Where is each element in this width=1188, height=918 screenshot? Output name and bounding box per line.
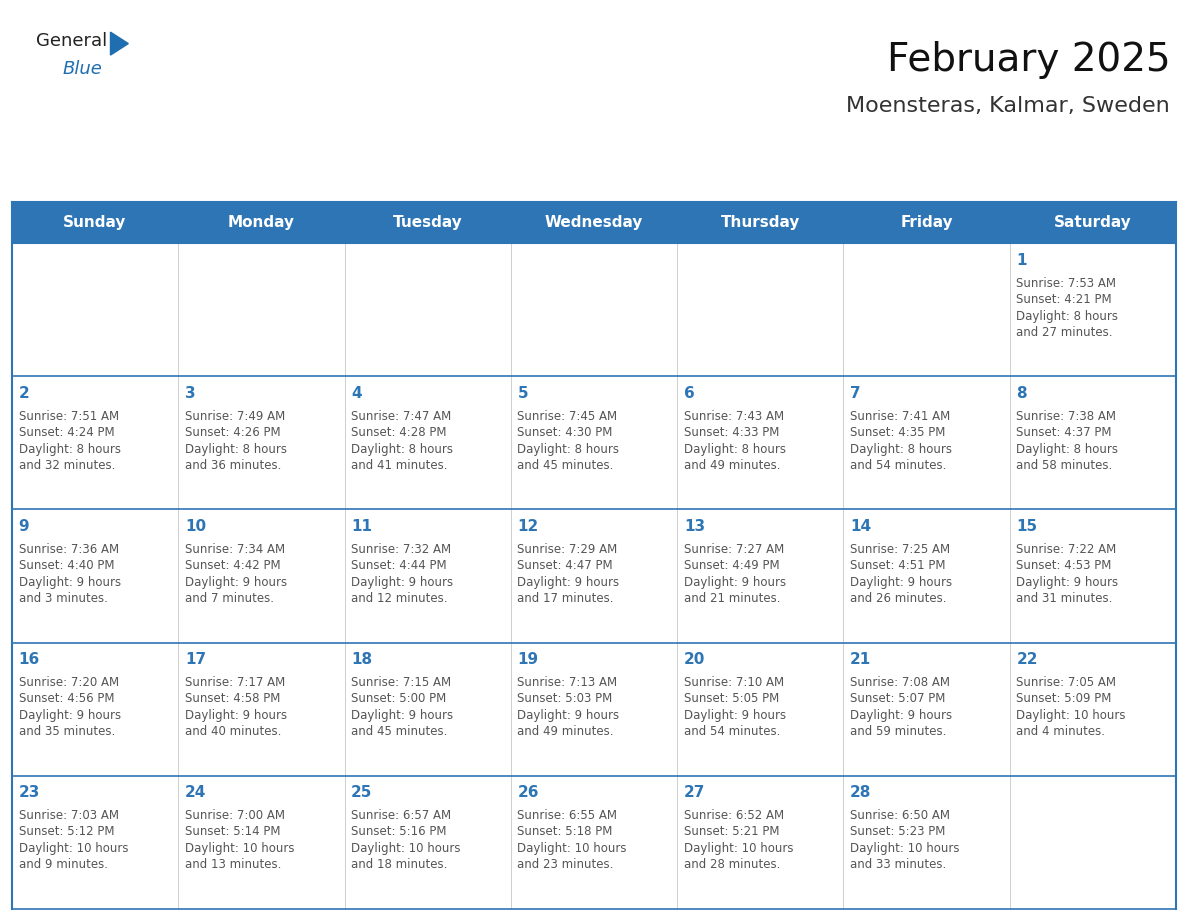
Text: 6: 6 — [684, 386, 695, 400]
Text: Sunrise: 7:49 AM
Sunset: 4:26 PM
Daylight: 8 hours
and 36 minutes.: Sunrise: 7:49 AM Sunset: 4:26 PM Dayligh… — [185, 409, 286, 472]
Text: Sunrise: 7:53 AM
Sunset: 4:21 PM
Daylight: 8 hours
and 27 minutes.: Sunrise: 7:53 AM Sunset: 4:21 PM Dayligh… — [1017, 276, 1118, 339]
Text: 14: 14 — [851, 519, 871, 533]
Text: Friday: Friday — [901, 215, 953, 230]
Text: Sunrise: 7:25 AM
Sunset: 4:51 PM
Daylight: 9 hours
and 26 minutes.: Sunrise: 7:25 AM Sunset: 4:51 PM Dayligh… — [851, 543, 953, 605]
Text: Saturday: Saturday — [1054, 215, 1132, 230]
Text: Sunrise: 7:29 AM
Sunset: 4:47 PM
Daylight: 9 hours
and 17 minutes.: Sunrise: 7:29 AM Sunset: 4:47 PM Dayligh… — [518, 543, 620, 605]
Bar — [12, 202, 1176, 243]
Text: 17: 17 — [185, 652, 206, 666]
Text: 23: 23 — [19, 785, 40, 800]
Text: Sunrise: 6:52 AM
Sunset: 5:21 PM
Daylight: 10 hours
and 28 minutes.: Sunrise: 6:52 AM Sunset: 5:21 PM Dayligh… — [684, 809, 794, 871]
Text: 28: 28 — [851, 785, 872, 800]
Text: Sunrise: 7:45 AM
Sunset: 4:30 PM
Daylight: 8 hours
and 45 minutes.: Sunrise: 7:45 AM Sunset: 4:30 PM Dayligh… — [518, 409, 619, 472]
Text: Monday: Monday — [228, 215, 295, 230]
Text: Wednesday: Wednesday — [545, 215, 643, 230]
Text: Sunday: Sunday — [63, 215, 127, 230]
Text: Moensteras, Kalmar, Sweden: Moensteras, Kalmar, Sweden — [846, 96, 1170, 117]
Text: 4: 4 — [352, 386, 362, 400]
Text: Sunrise: 7:41 AM
Sunset: 4:35 PM
Daylight: 8 hours
and 54 minutes.: Sunrise: 7:41 AM Sunset: 4:35 PM Dayligh… — [851, 409, 952, 472]
Text: Sunrise: 7:51 AM
Sunset: 4:24 PM
Daylight: 8 hours
and 32 minutes.: Sunrise: 7:51 AM Sunset: 4:24 PM Dayligh… — [19, 409, 120, 472]
Text: 20: 20 — [684, 652, 706, 666]
Text: February 2025: February 2025 — [886, 41, 1170, 79]
Text: Sunrise: 6:50 AM
Sunset: 5:23 PM
Daylight: 10 hours
and 33 minutes.: Sunrise: 6:50 AM Sunset: 5:23 PM Dayligh… — [851, 809, 960, 871]
Text: 24: 24 — [185, 785, 207, 800]
Text: Sunrise: 7:36 AM
Sunset: 4:40 PM
Daylight: 9 hours
and 3 minutes.: Sunrise: 7:36 AM Sunset: 4:40 PM Dayligh… — [19, 543, 121, 605]
Text: 27: 27 — [684, 785, 706, 800]
Text: Blue: Blue — [63, 60, 103, 78]
Text: 19: 19 — [518, 652, 538, 666]
Text: Sunrise: 7:22 AM
Sunset: 4:53 PM
Daylight: 9 hours
and 31 minutes.: Sunrise: 7:22 AM Sunset: 4:53 PM Dayligh… — [1017, 543, 1119, 605]
Text: Sunrise: 7:47 AM
Sunset: 4:28 PM
Daylight: 8 hours
and 41 minutes.: Sunrise: 7:47 AM Sunset: 4:28 PM Dayligh… — [352, 409, 453, 472]
Text: 2: 2 — [19, 386, 30, 400]
Text: Sunrise: 7:27 AM
Sunset: 4:49 PM
Daylight: 9 hours
and 21 minutes.: Sunrise: 7:27 AM Sunset: 4:49 PM Dayligh… — [684, 543, 786, 605]
Text: 26: 26 — [518, 785, 539, 800]
Text: 9: 9 — [19, 519, 30, 533]
Text: 11: 11 — [352, 519, 372, 533]
Text: 7: 7 — [851, 386, 861, 400]
Text: 1: 1 — [1017, 252, 1026, 267]
Text: Sunrise: 6:55 AM
Sunset: 5:18 PM
Daylight: 10 hours
and 23 minutes.: Sunrise: 6:55 AM Sunset: 5:18 PM Dayligh… — [518, 809, 627, 871]
Text: 18: 18 — [352, 652, 372, 666]
Polygon shape — [110, 32, 128, 55]
Text: 13: 13 — [684, 519, 704, 533]
Text: Sunrise: 7:38 AM
Sunset: 4:37 PM
Daylight: 8 hours
and 58 minutes.: Sunrise: 7:38 AM Sunset: 4:37 PM Dayligh… — [1017, 409, 1118, 472]
Text: Sunrise: 7:10 AM
Sunset: 5:05 PM
Daylight: 9 hours
and 54 minutes.: Sunrise: 7:10 AM Sunset: 5:05 PM Dayligh… — [684, 676, 786, 738]
Text: 10: 10 — [185, 519, 206, 533]
Text: Thursday: Thursday — [721, 215, 800, 230]
Text: 22: 22 — [1017, 652, 1038, 666]
Text: Sunrise: 7:43 AM
Sunset: 4:33 PM
Daylight: 8 hours
and 49 minutes.: Sunrise: 7:43 AM Sunset: 4:33 PM Dayligh… — [684, 409, 785, 472]
Text: 15: 15 — [1017, 519, 1037, 533]
Text: Sunrise: 7:34 AM
Sunset: 4:42 PM
Daylight: 9 hours
and 7 minutes.: Sunrise: 7:34 AM Sunset: 4:42 PM Dayligh… — [185, 543, 287, 605]
Text: Sunrise: 7:20 AM
Sunset: 4:56 PM
Daylight: 9 hours
and 35 minutes.: Sunrise: 7:20 AM Sunset: 4:56 PM Dayligh… — [19, 676, 121, 738]
Text: Sunrise: 7:17 AM
Sunset: 4:58 PM
Daylight: 9 hours
and 40 minutes.: Sunrise: 7:17 AM Sunset: 4:58 PM Dayligh… — [185, 676, 287, 738]
Text: 25: 25 — [352, 785, 373, 800]
Text: Sunrise: 7:13 AM
Sunset: 5:03 PM
Daylight: 9 hours
and 49 minutes.: Sunrise: 7:13 AM Sunset: 5:03 PM Dayligh… — [518, 676, 620, 738]
Text: Sunrise: 7:05 AM
Sunset: 5:09 PM
Daylight: 10 hours
and 4 minutes.: Sunrise: 7:05 AM Sunset: 5:09 PM Dayligh… — [1017, 676, 1126, 738]
Text: Sunrise: 7:00 AM
Sunset: 5:14 PM
Daylight: 10 hours
and 13 minutes.: Sunrise: 7:00 AM Sunset: 5:14 PM Dayligh… — [185, 809, 295, 871]
Text: 5: 5 — [518, 386, 529, 400]
Text: 8: 8 — [1017, 386, 1028, 400]
Text: Sunrise: 7:03 AM
Sunset: 5:12 PM
Daylight: 10 hours
and 9 minutes.: Sunrise: 7:03 AM Sunset: 5:12 PM Dayligh… — [19, 809, 128, 871]
Text: 3: 3 — [185, 386, 196, 400]
Text: Sunrise: 7:32 AM
Sunset: 4:44 PM
Daylight: 9 hours
and 12 minutes.: Sunrise: 7:32 AM Sunset: 4:44 PM Dayligh… — [352, 543, 454, 605]
Text: Sunrise: 7:15 AM
Sunset: 5:00 PM
Daylight: 9 hours
and 45 minutes.: Sunrise: 7:15 AM Sunset: 5:00 PM Dayligh… — [352, 676, 454, 738]
Text: 16: 16 — [19, 652, 39, 666]
Text: 12: 12 — [518, 519, 538, 533]
Text: 21: 21 — [851, 652, 871, 666]
Text: Sunrise: 7:08 AM
Sunset: 5:07 PM
Daylight: 9 hours
and 59 minutes.: Sunrise: 7:08 AM Sunset: 5:07 PM Dayligh… — [851, 676, 953, 738]
Text: General: General — [36, 32, 107, 50]
Text: Sunrise: 6:57 AM
Sunset: 5:16 PM
Daylight: 10 hours
and 18 minutes.: Sunrise: 6:57 AM Sunset: 5:16 PM Dayligh… — [352, 809, 461, 871]
Text: Tuesday: Tuesday — [393, 215, 462, 230]
